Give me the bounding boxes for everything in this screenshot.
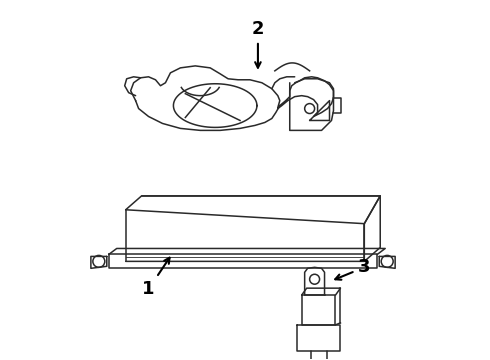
Text: 1: 1	[142, 258, 170, 298]
Text: 2: 2	[252, 20, 264, 68]
Text: 3: 3	[335, 258, 370, 280]
